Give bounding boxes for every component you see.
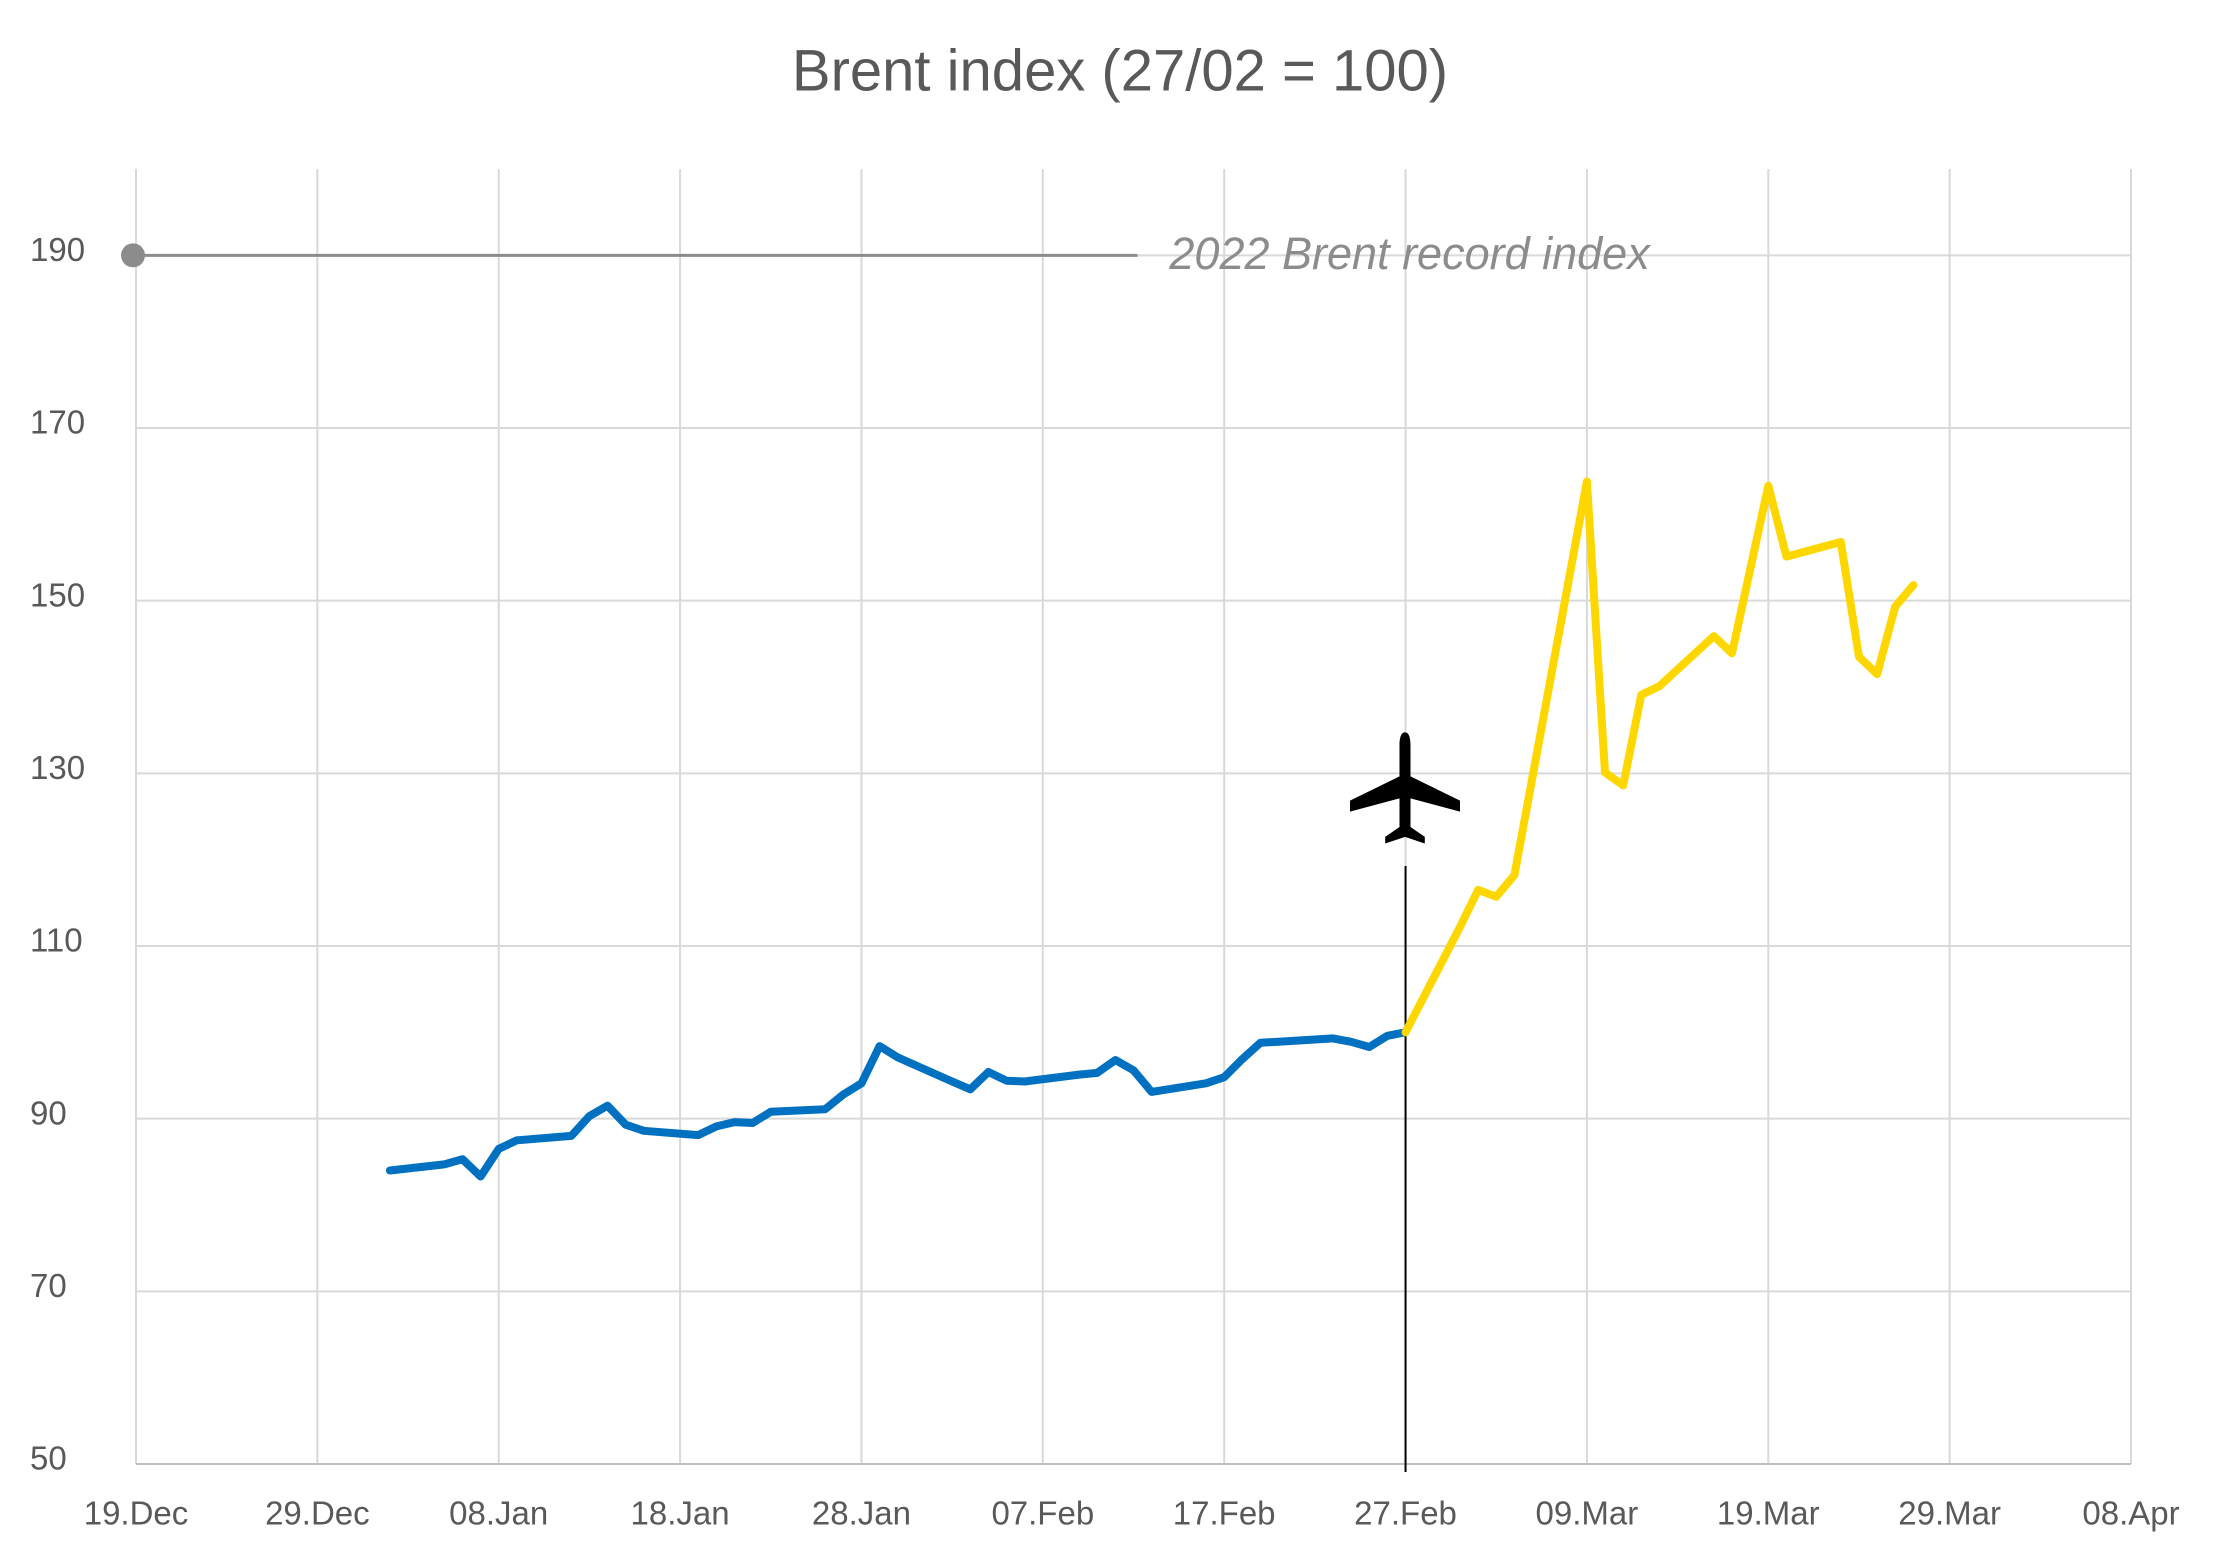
plane-icon <box>1350 732 1460 844</box>
y-tick-label: 170 <box>30 404 85 441</box>
y-tick-label: 110 <box>30 922 83 959</box>
reference-dot <box>121 243 145 268</box>
y-tick-label: 70 <box>30 1267 67 1304</box>
x-tick-label: 19.Mar <box>1717 1495 1820 1532</box>
x-tick-label: 07.Feb <box>991 1495 1094 1532</box>
y-tick-label: 130 <box>30 749 85 786</box>
series-line <box>1401 477 1918 1037</box>
x-tick-label: 19.Dec <box>84 1495 189 1532</box>
x-tick-label: 29.Mar <box>1898 1495 2001 1532</box>
x-tick-label: 09.Mar <box>1536 1495 1639 1532</box>
x-tick-label: 29.Dec <box>265 1495 370 1532</box>
x-tick-label: 28.Jan <box>812 1495 911 1532</box>
x-tick-label: 27.Feb <box>1354 1495 1457 1532</box>
reference-label: 2022 Brent record index <box>1168 228 1651 279</box>
y-tick-label: 190 <box>30 231 85 268</box>
series-line <box>385 1028 1410 1181</box>
x-tick-label: 08.Apr <box>2082 1495 2179 1532</box>
x-tick-label: 17.Feb <box>1173 1495 1276 1532</box>
y-tick-label: 150 <box>30 576 85 613</box>
x-tick-label: 18.Jan <box>631 1495 730 1532</box>
y-tick-label: 90 <box>30 1094 67 1131</box>
x-tick-label: 08.Jan <box>449 1495 548 1532</box>
y-tick-label: 50 <box>30 1440 67 1477</box>
chart-title: Brent index (27/02 = 100) <box>792 38 1448 103</box>
